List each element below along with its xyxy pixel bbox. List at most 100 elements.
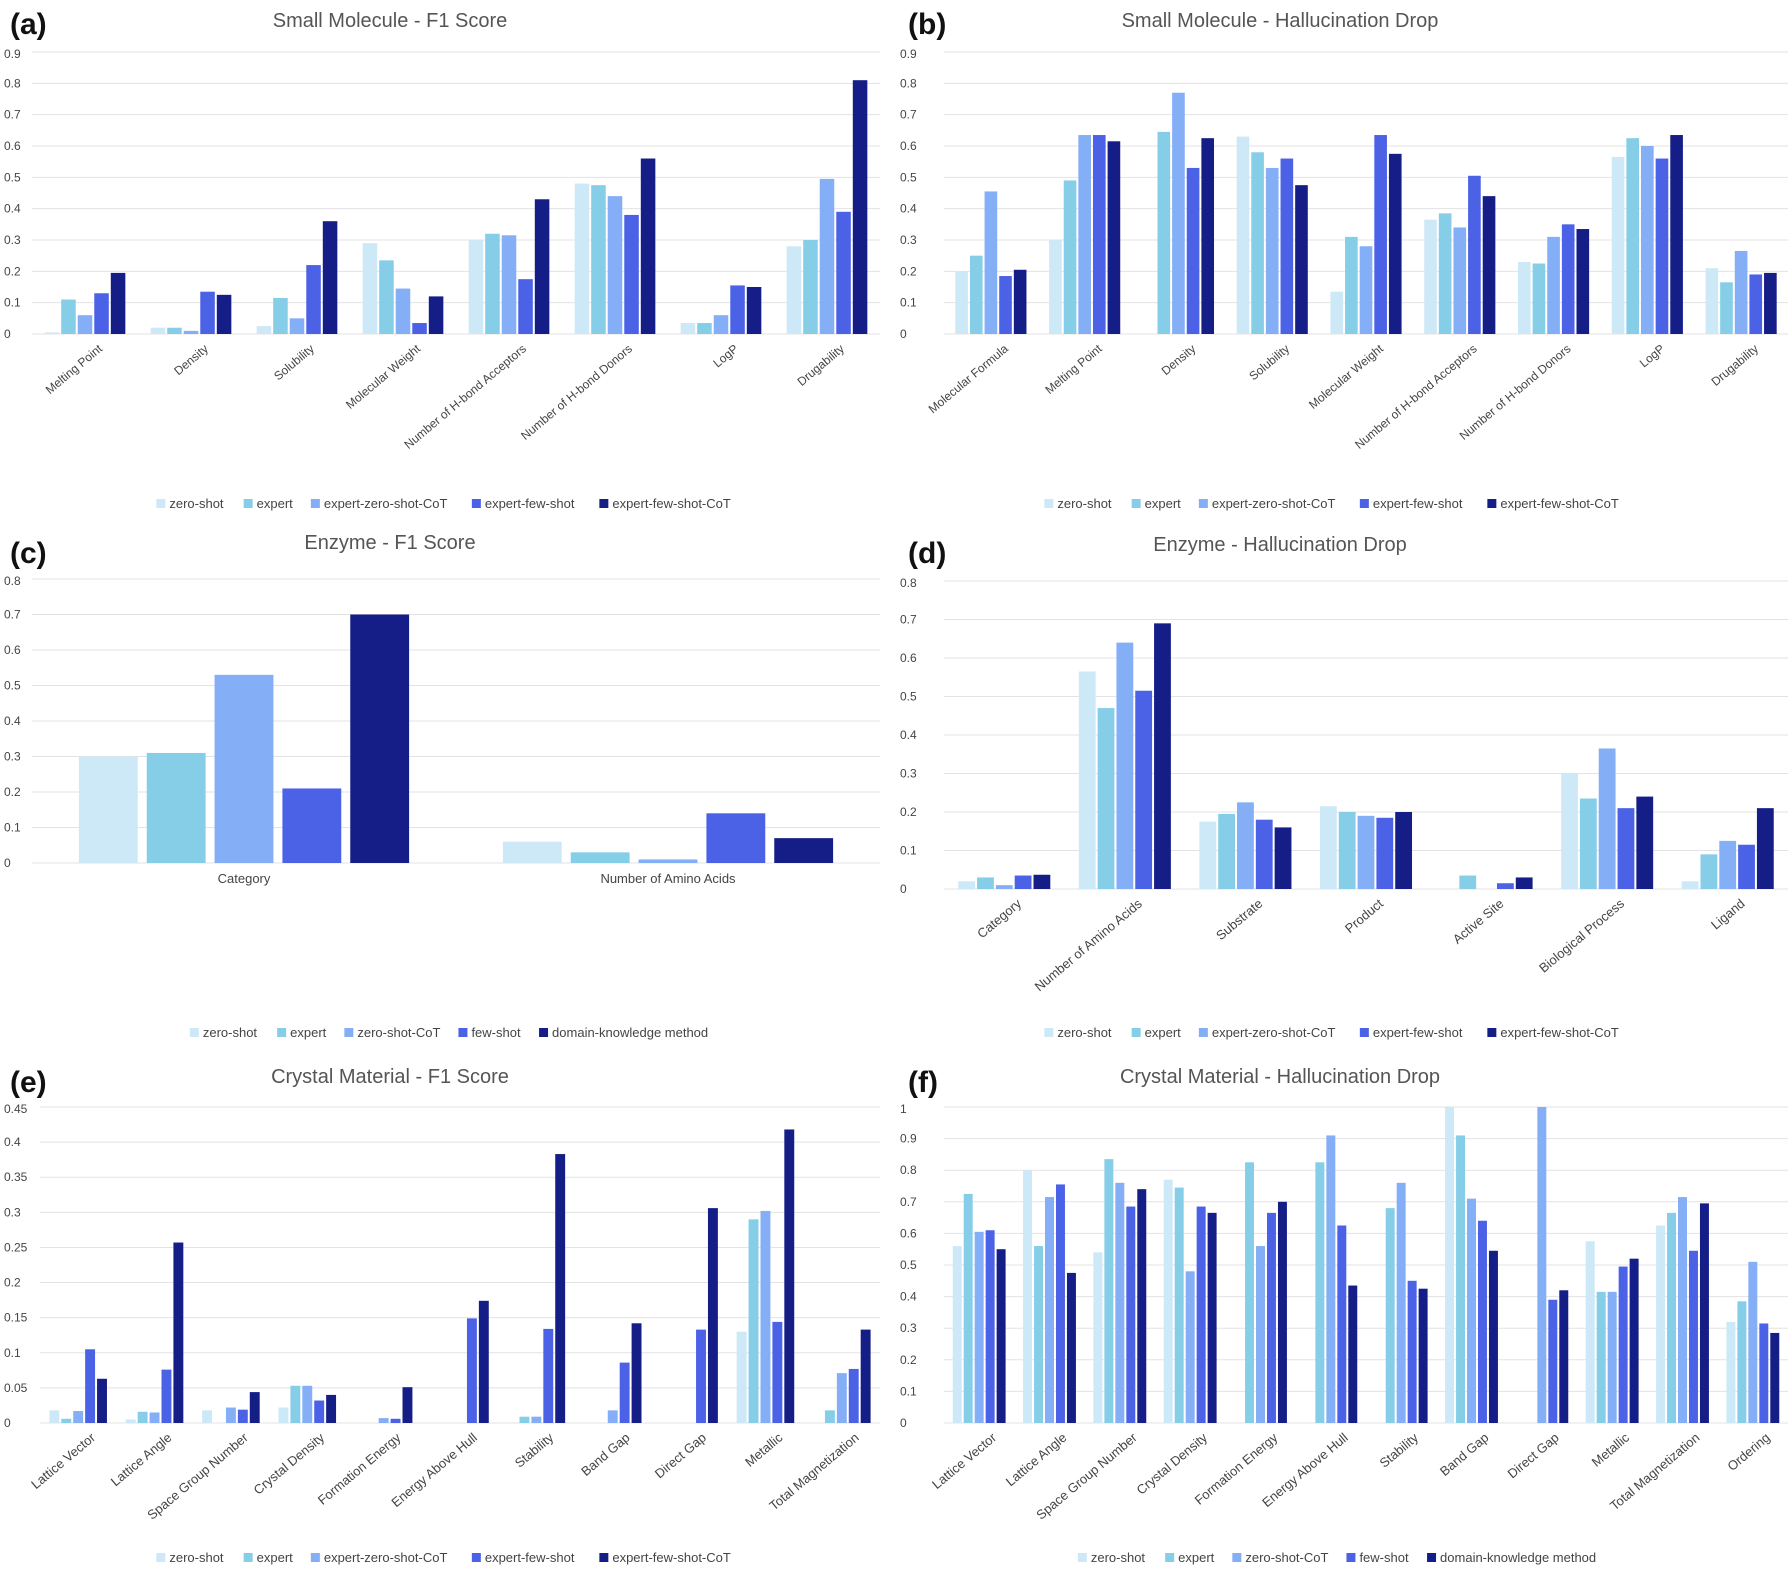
bar	[1236, 136, 1250, 334]
bar	[216, 294, 232, 334]
legend-swatch	[599, 499, 609, 508]
bar	[256, 326, 272, 334]
legend: zero-shot expert expert-zero-shot-CoT exper…	[1044, 1025, 1619, 1040]
bar	[1598, 748, 1616, 889]
crystal-f1-chart: Crystal Material - F1 Score 0 0.05 0.1 0.15 0…	[4, 1066, 880, 1565]
bar	[518, 279, 533, 334]
chart-title: Crystal Material - F1 Score	[271, 1066, 509, 1088]
bar	[1737, 1301, 1747, 1423]
bar	[1266, 1212, 1276, 1423]
x-tick-label: Drugability	[1709, 342, 1761, 389]
x-tick-label: Lattice Angle	[108, 1430, 175, 1489]
x-tick-label: Direct Gap	[1505, 1430, 1562, 1481]
bar	[1280, 158, 1294, 334]
bar	[713, 315, 729, 334]
bar	[1396, 1182, 1406, 1423]
bar	[468, 240, 484, 334]
bar	[314, 1400, 325, 1423]
legend-swatch	[344, 1028, 354, 1037]
panel-a-label: (a)	[10, 8, 47, 41]
x-tick-label: Metallic	[1589, 1429, 1633, 1469]
y-tick-label: 0.25	[4, 1240, 28, 1254]
bar	[963, 1193, 973, 1423]
x-tick-label: Ligand	[1708, 896, 1748, 933]
legend-swatch	[277, 1028, 287, 1037]
bar	[1245, 1162, 1255, 1423]
chart-title: Enzyme - F1 Score	[304, 532, 475, 554]
bar	[619, 1362, 630, 1423]
bar	[94, 293, 109, 334]
chart-title: Enzyme - Hallucination Drop	[1153, 534, 1406, 556]
y-tick-label: 0.4	[900, 202, 917, 216]
bar	[638, 859, 698, 863]
bar	[1186, 167, 1200, 334]
bar	[1482, 196, 1496, 334]
y-tick-label: 0.15	[4, 1311, 28, 1325]
bar	[680, 323, 696, 334]
legend-swatch	[539, 1028, 549, 1037]
bar	[1726, 1321, 1736, 1423]
bar	[1126, 1206, 1136, 1423]
x-tick-label: Lattice Angle	[1003, 1430, 1070, 1489]
panel-d: (d) Enzyme - Hallucination Drop 0 0.1 0.2 0.…	[896, 527, 1792, 1052]
y-tick-label: 0.4	[4, 1135, 21, 1149]
bar	[977, 877, 994, 889]
bar	[1092, 135, 1106, 334]
bar	[696, 1329, 706, 1423]
legend-label: expert-zero-shot-CoT	[324, 496, 448, 511]
bar	[44, 332, 60, 334]
legend-swatch	[156, 1553, 166, 1562]
x-tick-label: Crystal Density	[251, 1429, 328, 1497]
bar	[125, 1419, 136, 1423]
x-tick-label: Biological Process	[1536, 895, 1627, 975]
bar	[1576, 229, 1590, 334]
bar	[1199, 821, 1217, 889]
y-tick-label: 0.8	[4, 76, 21, 90]
y-tick-label: 0.3	[4, 750, 21, 764]
x-tick-label: Number of Amino Acids	[1032, 895, 1146, 994]
y-tick-label: 0.5	[900, 690, 917, 704]
bar	[1720, 282, 1733, 334]
bar	[624, 214, 639, 334]
bar	[1559, 1290, 1569, 1423]
bar	[428, 296, 444, 334]
bar	[1135, 690, 1153, 889]
legend-swatch	[458, 1028, 468, 1037]
bar	[1154, 623, 1171, 889]
bar	[1548, 1299, 1558, 1423]
legend-swatch	[1131, 1028, 1141, 1037]
legend-swatch	[471, 499, 481, 508]
bar	[1172, 92, 1185, 334]
bar	[1517, 261, 1531, 334]
x-tick-label: Number of H-bond Donors	[518, 342, 635, 443]
legend-label: expert-few-shot-CoT	[612, 496, 731, 511]
y-tick-label: 0.7	[900, 108, 917, 122]
bar	[1488, 1250, 1498, 1423]
bar	[1014, 875, 1032, 889]
bar	[1326, 1135, 1336, 1423]
bar	[1063, 180, 1077, 334]
x-tick-label: Molecular Formula	[926, 341, 1011, 416]
bar	[1115, 1182, 1125, 1423]
y-tick-label: 0.4	[900, 1290, 917, 1304]
bar	[1699, 1203, 1709, 1423]
bar	[1116, 642, 1134, 889]
bar	[1078, 671, 1096, 889]
bar	[1748, 1261, 1758, 1423]
bar	[1319, 806, 1337, 889]
x-tick-label: Category	[218, 871, 271, 886]
x-tick-label: Direct Gap	[652, 1430, 709, 1481]
x-tick-label: Number of Amino Acids	[600, 871, 736, 886]
bar	[1256, 1246, 1265, 1423]
bar	[1515, 877, 1533, 889]
y-tick-label: 0.45	[4, 1102, 28, 1116]
bar	[1670, 135, 1683, 334]
bar	[1376, 817, 1394, 889]
bar	[852, 80, 868, 334]
legend-swatch	[1359, 499, 1369, 508]
bar	[748, 1219, 759, 1423]
bar	[1688, 1250, 1698, 1423]
x-tick-label: Crystal Density	[1133, 1429, 1210, 1497]
bar	[1251, 152, 1264, 334]
legend-label: expert-few-shot-CoT	[612, 1550, 731, 1565]
